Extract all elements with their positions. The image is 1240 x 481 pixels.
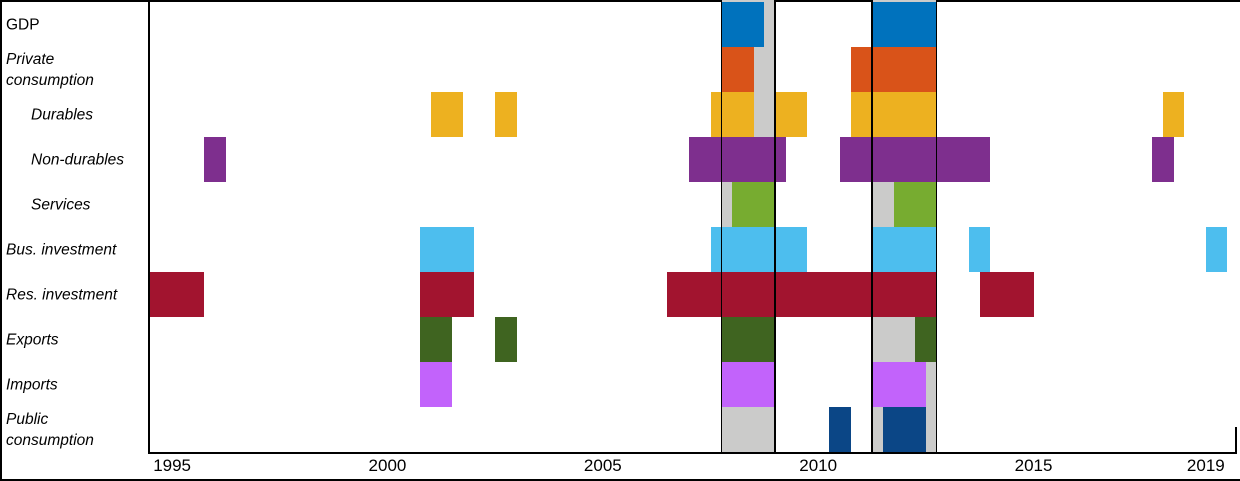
bar-segment-public-consumption — [828, 407, 851, 452]
bar-segment-durables — [430, 92, 463, 137]
bar-segment-durables — [710, 92, 754, 137]
bar-segment-gdp — [721, 2, 765, 47]
bar-segment-services — [732, 182, 776, 227]
bar-segment-bus-investment — [1205, 227, 1228, 272]
row-label-gdp: GDP — [6, 16, 40, 33]
bar-segment-bus-investment — [872, 227, 937, 272]
x-tick-label-2000: 2000 — [368, 456, 407, 475]
bar-segment-non-durables — [1152, 137, 1174, 182]
bar-segment-res-investment — [667, 272, 937, 317]
x-tick-label-1995: 1995 — [153, 456, 192, 475]
row-label-res-investment: Res. investment — [6, 286, 118, 303]
bar-segment-private-consumption — [850, 47, 937, 92]
bar-segment-non-durables — [688, 137, 786, 182]
row-label-private-consumption: Private consumption — [6, 50, 94, 89]
bar-segment-public-consumption — [882, 407, 926, 452]
bar-segment-non-durables — [204, 137, 226, 182]
recession-band-border — [774, 0, 776, 452]
bar-segment-bus-investment — [968, 227, 991, 272]
row-label-durables: Durables — [31, 106, 94, 123]
image-border-left — [0, 0, 2, 481]
recession-band-border — [871, 0, 873, 452]
recession-band-border — [935, 0, 938, 452]
bar-segment-exports — [915, 317, 937, 362]
image-border-bottom — [0, 479, 1240, 481]
bar-segment-services — [893, 182, 937, 227]
y-axis-line — [148, 0, 150, 453]
x-tick-label-2010: 2010 — [799, 456, 838, 475]
image-border-top — [0, 0, 1240, 2]
bar-segment-res-investment — [979, 272, 1034, 317]
bar-segment-imports — [721, 362, 776, 407]
row-label-bus-investment: Bus. investment — [6, 241, 117, 258]
x-axis-line — [148, 452, 1237, 454]
bar-segment-exports — [419, 317, 453, 362]
x-tick-label-2015: 2015 — [1014, 456, 1053, 475]
x-tick-label-2005: 2005 — [583, 456, 622, 475]
x-tick-label-2019: 2019 — [1186, 456, 1225, 475]
row-label-imports: Imports — [6, 376, 58, 393]
bar-segment-res-investment — [148, 272, 205, 317]
bar-segment-private-consumption — [721, 47, 754, 92]
row-label-public-consumption: Public consumption — [6, 410, 94, 449]
bar-segment-gdp — [872, 2, 937, 47]
bar-segment-bus-investment — [710, 227, 808, 272]
bar-segment-bus-investment — [419, 227, 474, 272]
bar-segment-exports — [495, 317, 517, 362]
row-label-services: Services — [31, 196, 91, 213]
bar-segment-imports — [872, 362, 926, 407]
bar-segment-durables — [775, 92, 808, 137]
bar-segment-durables — [495, 92, 517, 137]
recession-band-border — [720, 0, 723, 452]
bar-segment-imports — [419, 362, 453, 407]
x-axis-end-cap — [1235, 427, 1237, 452]
bar-segment-non-durables — [839, 137, 991, 182]
bar-segment-durables — [1162, 92, 1185, 137]
row-label-exports: Exports — [6, 331, 59, 348]
row-label-non-durables: Non-durables — [31, 151, 125, 168]
bar-segment-exports — [721, 317, 776, 362]
bar-segment-durables — [850, 92, 937, 137]
bar-segment-res-investment — [419, 272, 474, 317]
